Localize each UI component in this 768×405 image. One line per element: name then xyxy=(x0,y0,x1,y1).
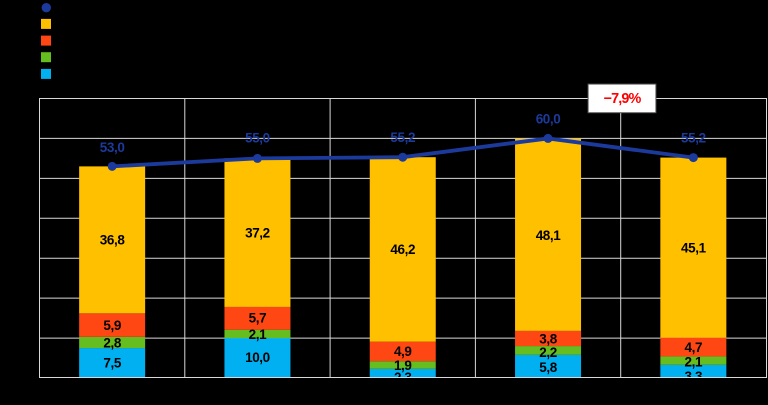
svg-text:7,5: 7,5 xyxy=(103,356,121,371)
svg-text:2,1: 2,1 xyxy=(249,327,267,342)
svg-text:5,8: 5,8 xyxy=(539,360,557,375)
svg-text:2,8: 2,8 xyxy=(103,335,121,350)
svg-text:55,2: 55,2 xyxy=(681,131,706,146)
svg-text:36,8: 36,8 xyxy=(100,232,126,247)
svg-text:55,0: 55,0 xyxy=(245,131,270,146)
svg-text:4,7: 4,7 xyxy=(685,340,703,355)
svg-text:60,0: 60,0 xyxy=(536,112,561,127)
svg-text:46,2: 46,2 xyxy=(390,242,415,257)
svg-text:5,9: 5,9 xyxy=(103,318,121,333)
svg-text:10,0: 10,0 xyxy=(245,350,270,365)
svg-text:3,3: 3,3 xyxy=(685,369,703,384)
svg-text:5,7: 5,7 xyxy=(249,310,267,325)
svg-text:2,2: 2,2 xyxy=(539,345,557,360)
svg-text:2,3: 2,3 xyxy=(394,370,412,385)
svg-text:53,0: 53,0 xyxy=(100,140,125,155)
svg-text:3,8: 3,8 xyxy=(539,332,557,347)
svg-text:45,1: 45,1 xyxy=(681,241,707,256)
svg-text:48,1: 48,1 xyxy=(536,228,562,243)
svg-text:55,2: 55,2 xyxy=(390,130,415,145)
svg-text:−7,9%: −7,9% xyxy=(604,91,642,107)
svg-text:37,2: 37,2 xyxy=(245,226,270,241)
svg-text:2,1: 2,1 xyxy=(685,354,703,369)
svg-text:1,9: 1,9 xyxy=(394,358,412,373)
svg-text:4,9: 4,9 xyxy=(394,344,412,359)
